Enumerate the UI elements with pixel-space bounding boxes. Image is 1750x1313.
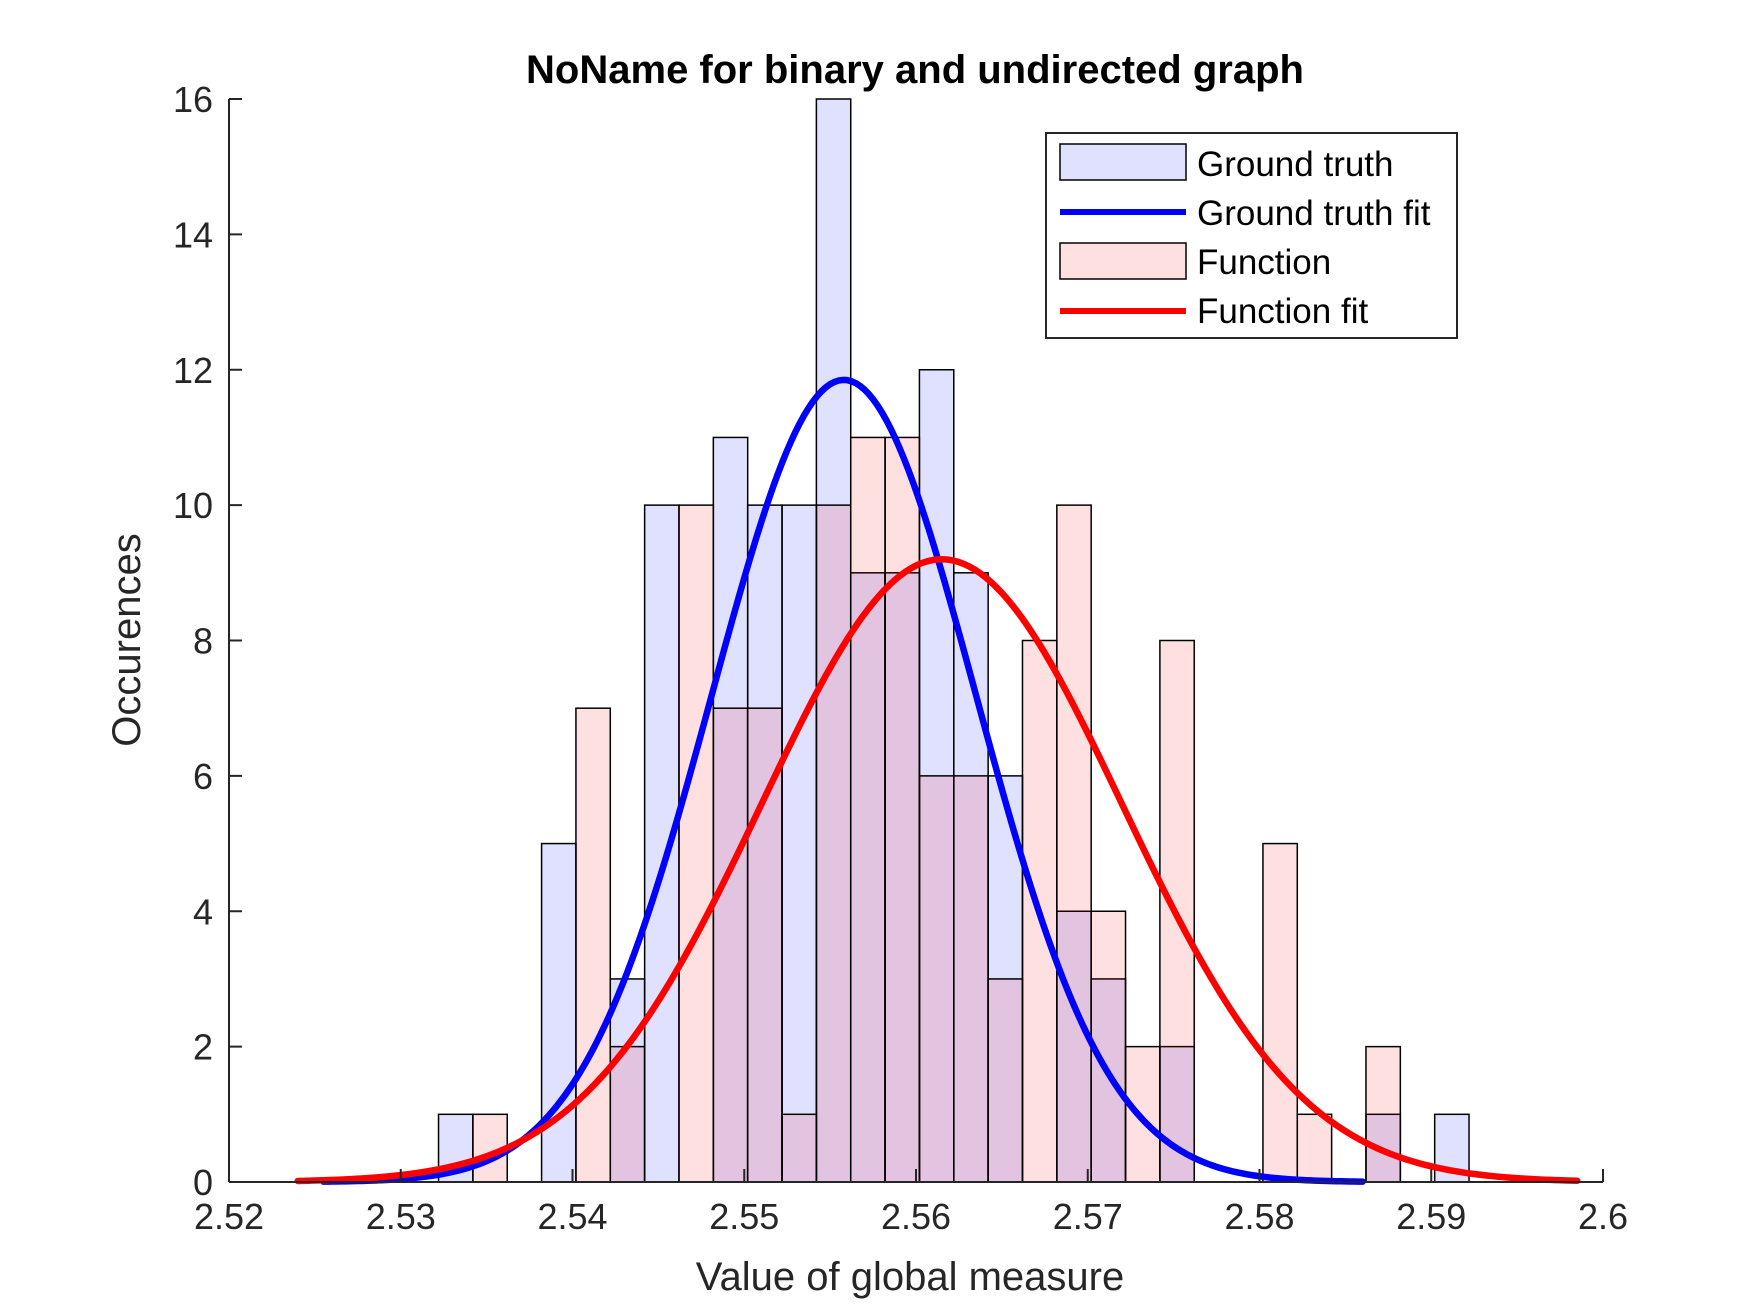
legend-box xyxy=(1045,132,1458,339)
legend-swatch-function xyxy=(1059,242,1187,280)
function-bar xyxy=(884,436,921,1183)
ground-truth-bar xyxy=(540,842,577,1183)
x-tick-label: 2.56 xyxy=(881,1196,951,1237)
function-bar xyxy=(849,436,886,1183)
y-tick-label: 14 xyxy=(173,214,213,255)
function-bar xyxy=(1296,1113,1333,1183)
y-tick-label: 8 xyxy=(193,621,213,662)
ground-truth-bar xyxy=(781,504,818,1183)
x-axis-label: Value of global measure xyxy=(696,1255,1124,1299)
legend-swatch-ground-truth xyxy=(1059,143,1187,181)
function-fit-line xyxy=(294,556,1581,1185)
x-tick-label: 2.59 xyxy=(1396,1196,1466,1237)
legend-label-function: Function xyxy=(1197,243,1331,282)
y-tick-label: 4 xyxy=(193,891,213,932)
ground-truth-bar xyxy=(1090,978,1127,1183)
function-bar xyxy=(712,707,749,1183)
ground-truth-bar xyxy=(609,978,646,1183)
axes: 2.52 2.53 2.54 2.55 2.56 2.57 2.58 2.59 2.6 0 2 4 6 8… xyxy=(173,79,1628,1237)
chart-title: NoName for binary and undirected graph xyxy=(526,48,1304,92)
y-tick-label: 16 xyxy=(173,79,213,120)
x-tick-label: 2.53 xyxy=(366,1196,436,1237)
function-bar xyxy=(1124,1045,1161,1183)
legend-label-function-fit: Function fit xyxy=(1197,292,1368,331)
legend-label-ground-truth-fit: Ground truth fit xyxy=(1197,194,1431,233)
function-bar xyxy=(918,775,955,1183)
y-tick-label: 2 xyxy=(193,1027,213,1068)
x-tick-label: 2.52 xyxy=(194,1196,264,1237)
histogram-bars xyxy=(437,98,1470,1183)
x-tick-label: 2.55 xyxy=(709,1196,779,1237)
function-bar xyxy=(781,1113,818,1183)
y-axis-label: Occurences xyxy=(105,533,149,746)
ground-truth-bar xyxy=(643,504,680,1183)
y-tick-label: 10 xyxy=(173,485,213,526)
fit-curves xyxy=(294,376,1581,1185)
function-bar xyxy=(1365,1045,1402,1183)
x-tick-label: 2.6 xyxy=(1578,1196,1628,1237)
legend-label-ground-truth: Ground truth xyxy=(1197,145,1394,184)
x-tick-label: 2.57 xyxy=(1053,1196,1123,1237)
function-bar xyxy=(609,1045,646,1183)
function-bar xyxy=(987,978,1024,1183)
function-bar xyxy=(815,504,852,1183)
y-tick-label: 6 xyxy=(193,756,213,797)
x-tick-label: 2.54 xyxy=(537,1196,607,1237)
legend: Ground truth Ground truth fit Function F… xyxy=(1045,132,1458,339)
y-tick-label: 12 xyxy=(173,350,213,391)
function-bar xyxy=(1262,842,1299,1183)
function-bar xyxy=(575,707,612,1183)
x-tick-label: 2.58 xyxy=(1224,1196,1294,1237)
function-bar xyxy=(1056,504,1092,1183)
y-tick-label: 0 xyxy=(193,1162,213,1203)
ground-truth-bar xyxy=(1056,910,1092,1183)
function-bar xyxy=(746,707,783,1183)
ground-truth-fit-line xyxy=(320,376,1366,1185)
function-bar xyxy=(953,775,989,1183)
function-bar xyxy=(678,504,715,1183)
